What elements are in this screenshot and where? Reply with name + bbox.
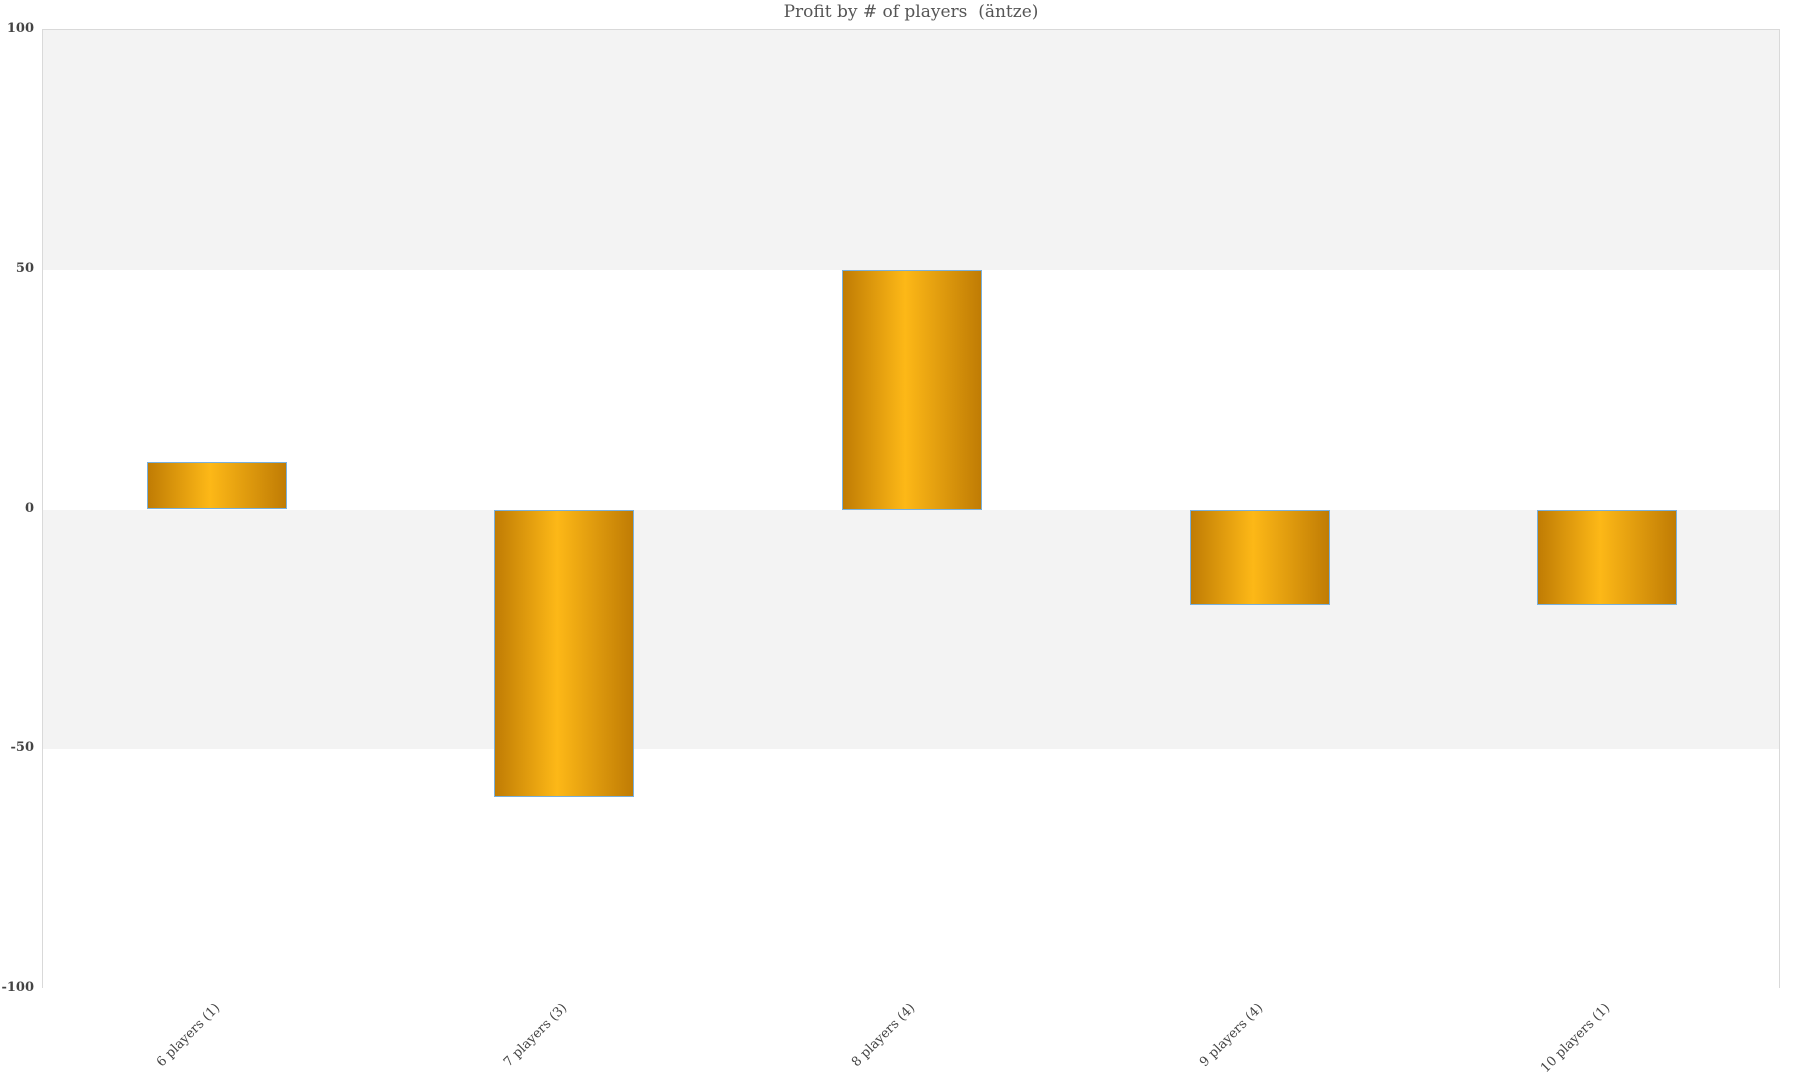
x-tick-label: 7 players (3) — [501, 1000, 571, 1071]
x-tick-label: 10 players (1) — [1538, 1000, 1614, 1076]
bar-10-players-1-[interactable] — [1537, 509, 1678, 606]
y-tick-label: 100 — [6, 21, 34, 36]
x-tick-label: 8 players (4) — [848, 1000, 919, 1071]
chart-title: Profit by # of players (äntze) — [783, 2, 1039, 22]
bar-9-players-4-[interactable] — [1189, 509, 1330, 606]
grid-band — [43, 30, 1779, 270]
bar-7-players-3-[interactable] — [494, 509, 635, 798]
y-tick-label: 50 — [15, 260, 34, 276]
grid-band — [43, 749, 1779, 989]
grid-band — [43, 509, 1779, 750]
y-tick-label: -50 — [10, 740, 35, 756]
y-tick-label: 0 — [24, 500, 34, 516]
x-tick-label: 9 players (4) — [1196, 1000, 1266, 1071]
plot-area — [42, 29, 1780, 989]
y-tick-label: -100 — [1, 980, 34, 995]
x-tick-label: 6 players (1) — [153, 1000, 224, 1071]
bar-8-players-4-[interactable] — [842, 269, 982, 510]
bar-6-players-1-[interactable] — [146, 461, 287, 510]
